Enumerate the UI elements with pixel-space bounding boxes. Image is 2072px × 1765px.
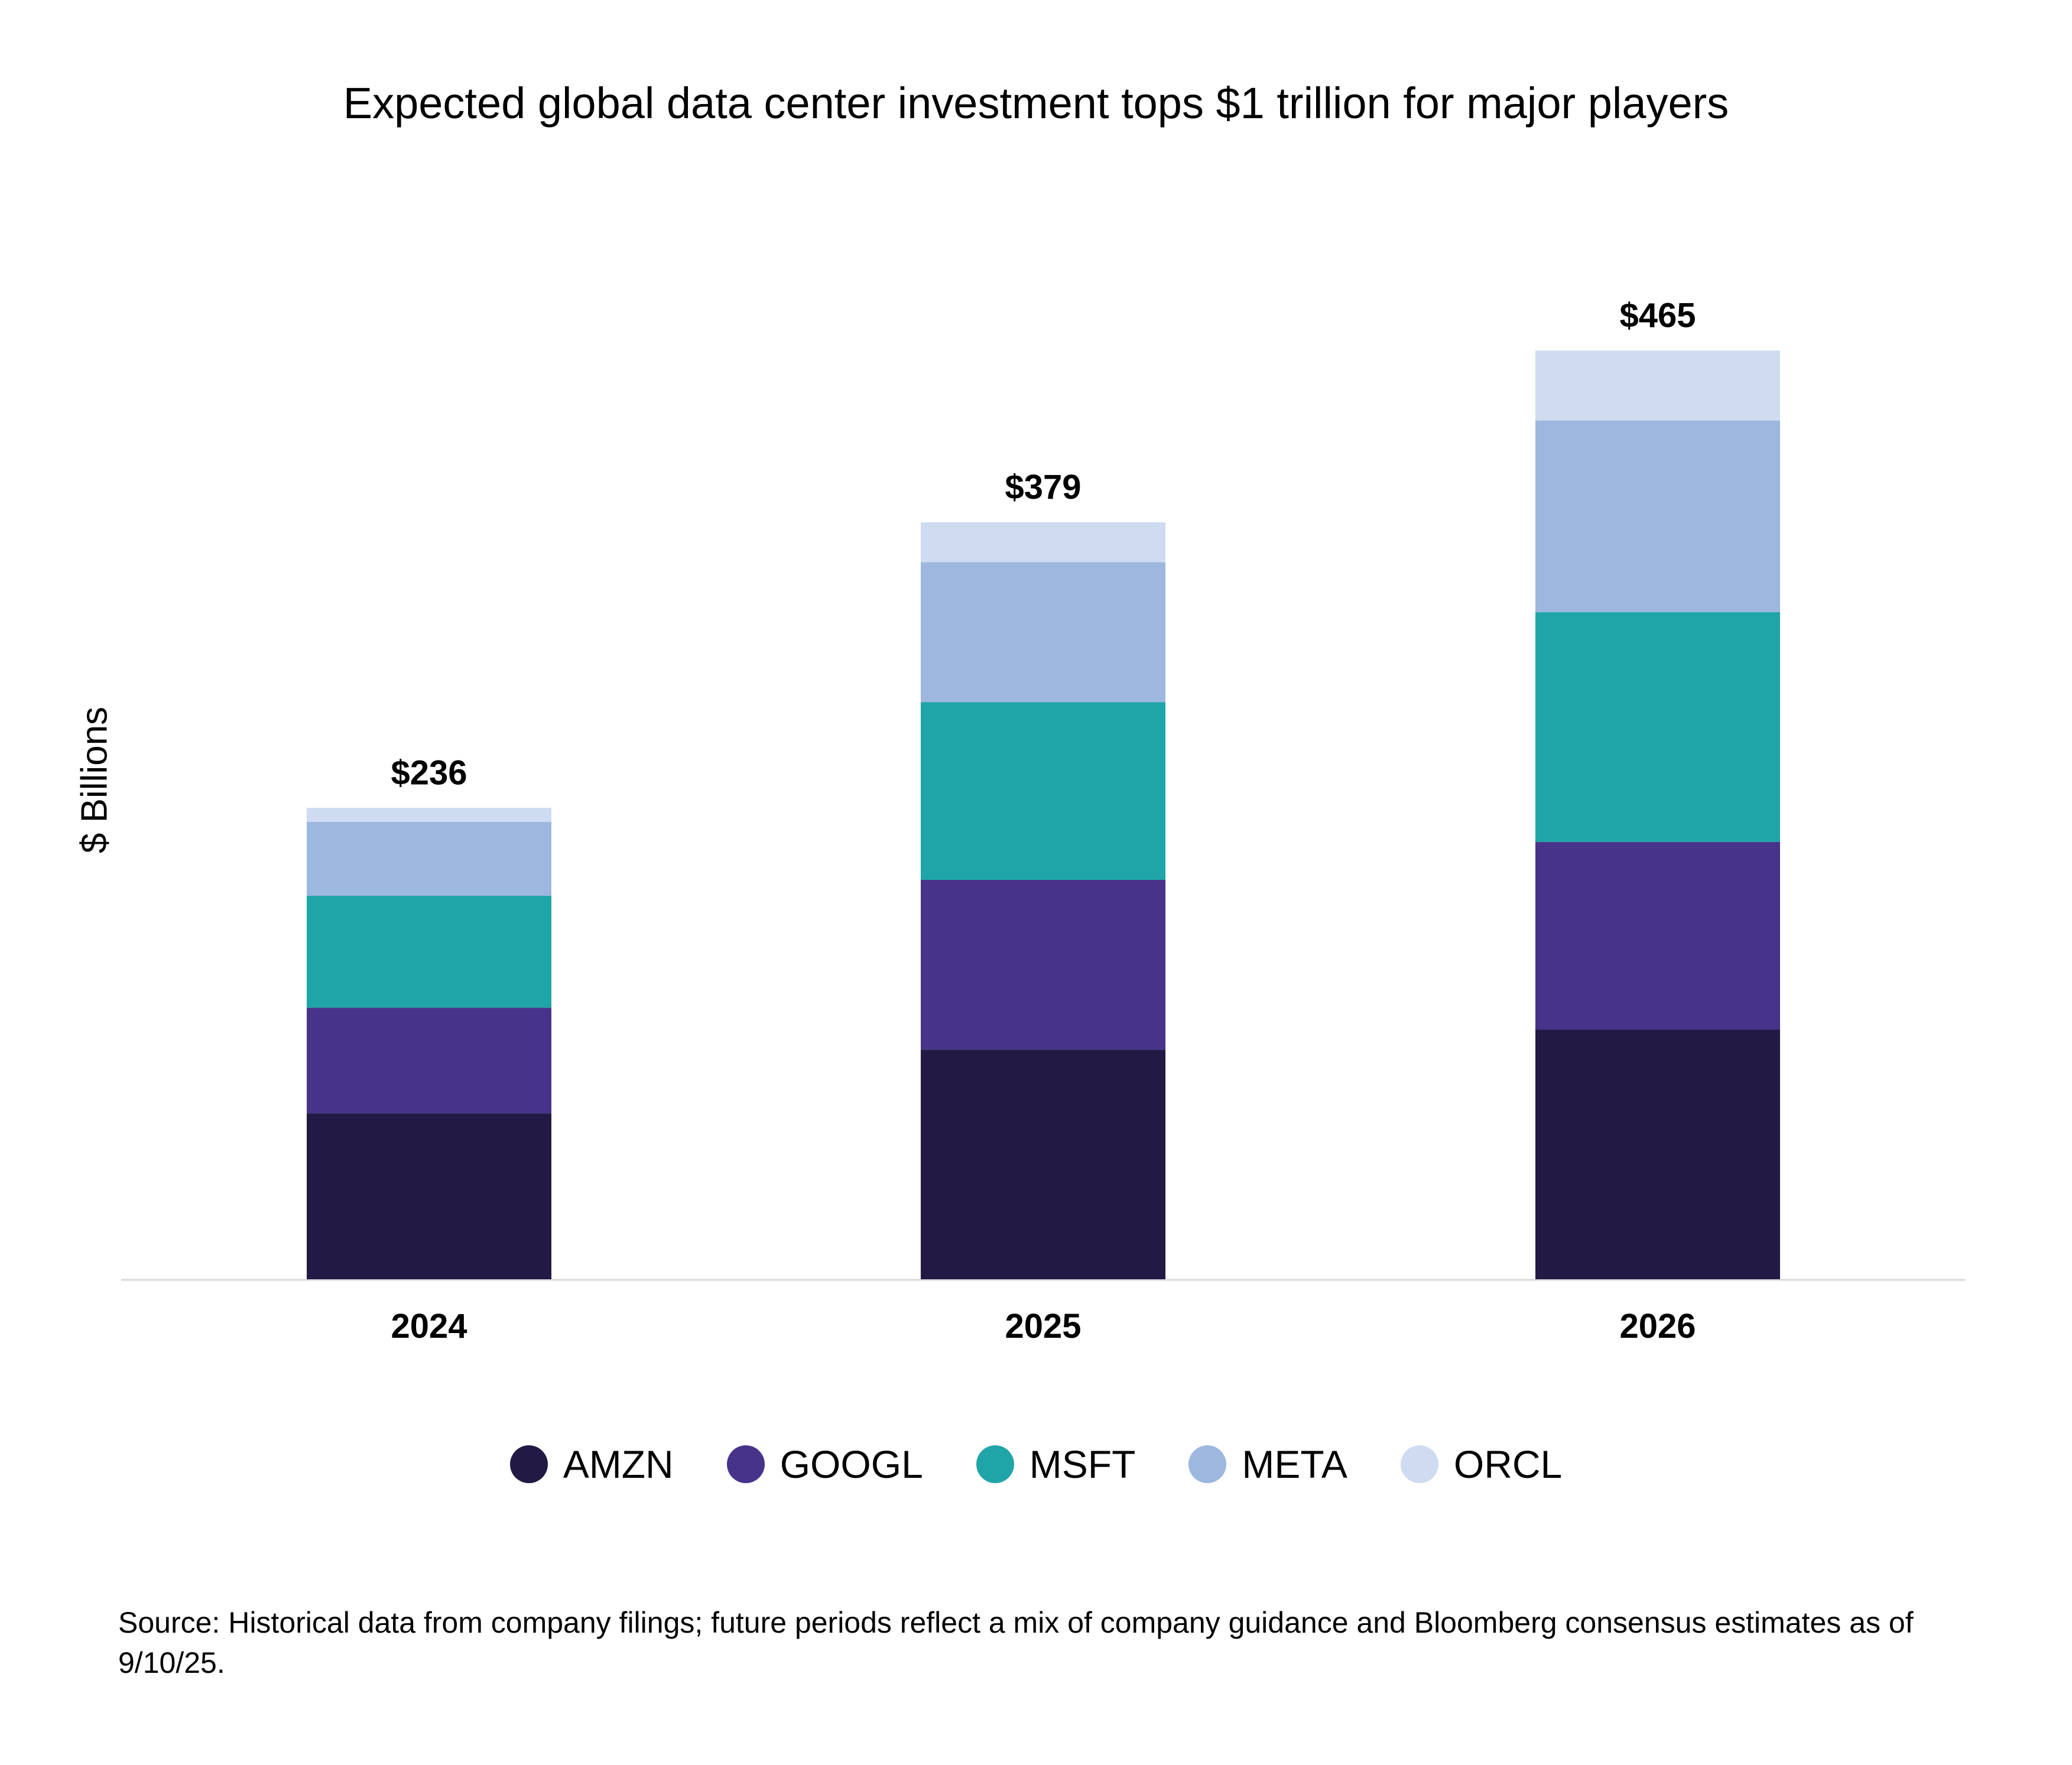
- legend-swatch-googl: [726, 1445, 765, 1483]
- chart-title: Expected global data center investment t…: [343, 79, 1729, 128]
- legend-item-amzn: AMZN: [509, 1442, 674, 1487]
- bar-segment-meta-2026: [1535, 420, 1780, 613]
- bar-segment-googl-2026: [1535, 841, 1780, 1030]
- bar-segment-meta-2024: [307, 821, 551, 896]
- legend-label-googl: GOOGL: [780, 1442, 923, 1486]
- legend-swatch-amzn: [509, 1445, 548, 1483]
- bar-segment-googl-2024: [307, 1007, 551, 1114]
- legend-label-msft: MSFT: [1029, 1442, 1136, 1486]
- bar-segment-amzn-2026: [1535, 1029, 1780, 1279]
- bar-segment-orcl-2026: [1535, 350, 1780, 421]
- bar-segment-meta-2025: [921, 562, 1165, 703]
- bar-segment-msft-2024: [307, 896, 551, 1008]
- x-tick-label-2026: 2026: [1619, 1307, 1696, 1345]
- bar-segment-orcl-2024: [307, 808, 551, 822]
- bar-segment-amzn-2025: [921, 1049, 1165, 1279]
- bar-segment-amzn-2024: [307, 1113, 551, 1279]
- legend-swatch-msft: [976, 1445, 1014, 1483]
- legend-item-orcl: ORCL: [1400, 1442, 1563, 1487]
- legend-label-meta: META: [1242, 1442, 1347, 1486]
- total-label-2025: $379: [1005, 468, 1081, 506]
- bar-segment-msft-2026: [1535, 612, 1780, 842]
- total-label-2026: $465: [1619, 296, 1696, 334]
- x-tick-label-2025: 2025: [1005, 1307, 1081, 1345]
- legend-swatch-orcl: [1400, 1445, 1438, 1483]
- bar-segment-googl-2025: [921, 880, 1165, 1050]
- bar-segment-msft-2025: [921, 702, 1165, 880]
- total-label-2024: $236: [391, 753, 467, 792]
- legend: AMZN GOOGL MSFT META ORCL: [0, 1442, 2072, 1487]
- source-note: Source: Historical data from company fil…: [118, 1606, 1914, 1679]
- legend-label-orcl: ORCL: [1453, 1442, 1563, 1486]
- stacked-bar-chart: $236 2024 $379 2025 $465 2026: [121, 296, 1965, 1345]
- bar-segment-orcl-2025: [921, 522, 1165, 563]
- legend-swatch-meta: [1188, 1445, 1227, 1483]
- legend-item-googl: GOOGL: [726, 1442, 923, 1487]
- legend-label-amzn: AMZN: [563, 1442, 674, 1486]
- legend-item-meta: META: [1188, 1442, 1347, 1487]
- x-tick-label-2024: 2024: [391, 1307, 467, 1345]
- legend-item-msft: MSFT: [976, 1442, 1136, 1487]
